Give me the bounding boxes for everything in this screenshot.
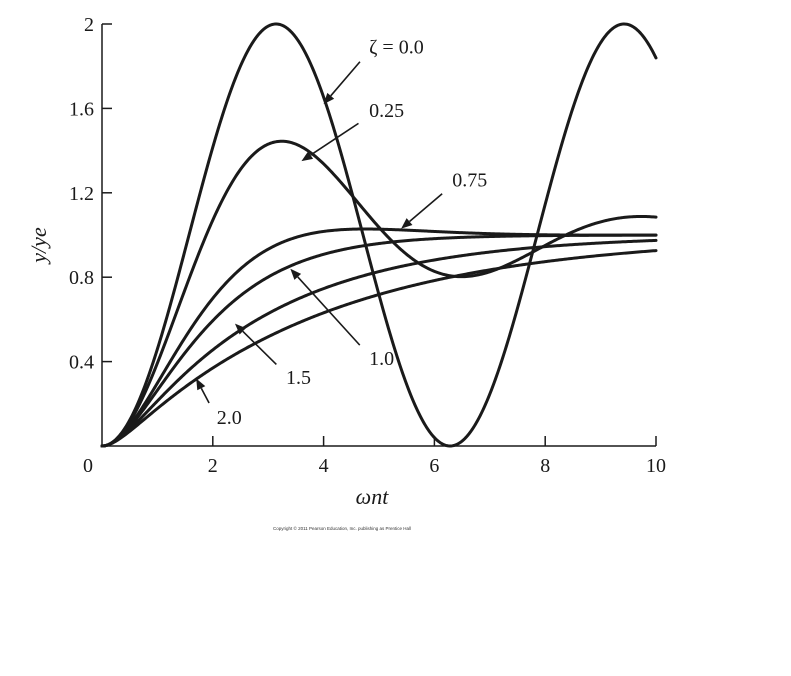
series-line-3 — [100, 233, 658, 448]
annotation-arrow-1 — [310, 122, 359, 156]
damped-response-chart: 0 2 4 6 8 10 0.4 0.8 1.2 1.6 2 ζ = 0.0 0.25 0.75 1.0 1… — [26, 14, 666, 509]
series-line-4 — [100, 238, 658, 448]
x-axis-label: ωnt — [356, 484, 390, 509]
annotation-label-3: 1.0 — [369, 348, 394, 370]
annotation-label-4: 1.5 — [286, 367, 311, 389]
x-tick-label: 2 — [208, 455, 218, 477]
annotation-arrowhead-2 — [401, 218, 413, 229]
x-tick-label: 10 — [646, 455, 666, 477]
annotation-arrowhead-1 — [301, 151, 314, 162]
annotation-arrowhead-5 — [196, 378, 206, 391]
x-tick-label: 6 — [429, 455, 439, 477]
series-line-2 — [100, 227, 658, 448]
annotation-arrow-4 — [242, 330, 277, 365]
annotation-arrow-0 — [330, 61, 361, 97]
annotation-arrow-5 — [200, 387, 210, 404]
y-axis-label: y/ye — [26, 227, 51, 265]
y-tick-label: 1.2 — [69, 183, 94, 205]
annotation-label-1: 0.25 — [369, 100, 404, 122]
annotation-arrow-2 — [409, 193, 443, 223]
y-tick-label: 0.8 — [69, 267, 94, 289]
x-tick-label: 4 — [319, 455, 329, 477]
x-tick-label: 0 — [83, 455, 93, 477]
annotation-arrowhead-3 — [290, 268, 302, 280]
series-line-5 — [100, 249, 658, 448]
copyright-notice: Copyright © 2011 Pearson Education, Inc.… — [273, 526, 412, 531]
annotation-label-5: 2.0 — [217, 407, 242, 429]
annotation-arrowhead-0 — [323, 92, 335, 105]
annotation-label-0: ζ = 0.0 — [369, 37, 424, 59]
annotation-layer: ζ = 0.0 0.25 0.75 1.0 1.5 2.0 — [196, 37, 487, 429]
x-tick-label: 8 — [540, 455, 550, 477]
annotation-arrowhead-4 — [234, 323, 246, 335]
series-layer — [100, 22, 658, 448]
y-tick-label: 2 — [84, 14, 94, 36]
y-tick-label: 1.6 — [69, 98, 94, 120]
annotation-label-2: 0.75 — [452, 170, 487, 192]
annotation-arrow-3 — [297, 276, 361, 346]
y-tick-label: 0.4 — [69, 352, 94, 374]
